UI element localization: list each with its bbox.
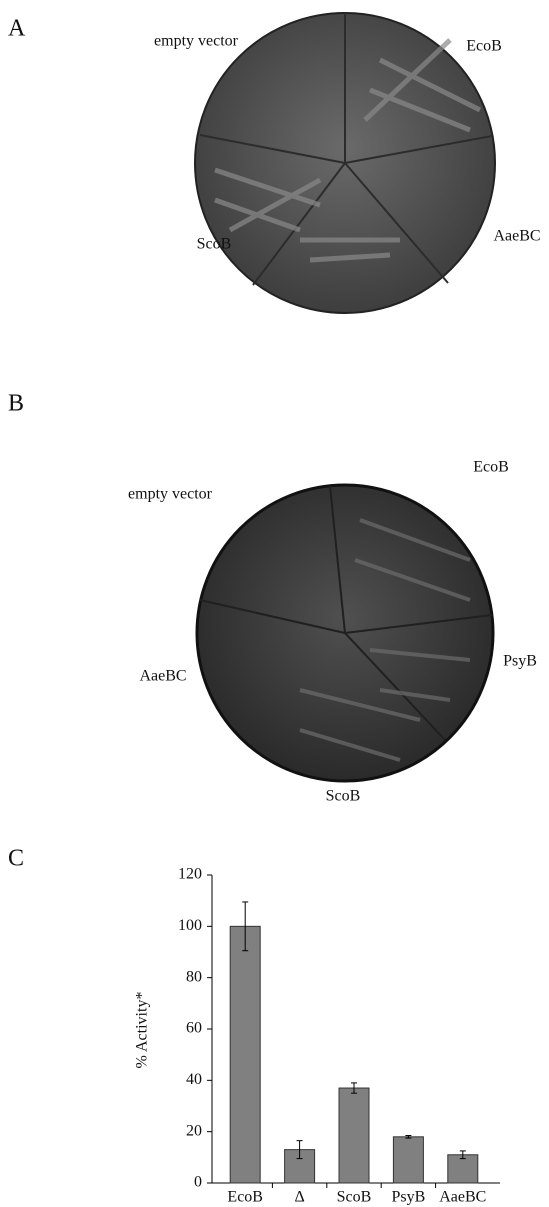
y-tick-label: 20 — [186, 1122, 202, 1139]
x-tick-label: Δ — [294, 1189, 304, 1206]
plate-label: ScoB — [326, 788, 361, 805]
y-tick-label: 60 — [186, 1020, 202, 1037]
panel-label: B — [8, 391, 24, 417]
plate-label: empty vector — [154, 33, 239, 50]
plate-label: AaeBC — [139, 668, 186, 685]
x-tick-label: EcoB — [227, 1189, 263, 1206]
bar — [230, 926, 260, 1183]
panel-label: A — [8, 16, 26, 42]
plate-label: EcoB — [466, 38, 502, 55]
x-tick-label: PsyB — [392, 1189, 426, 1206]
plate-label: AaeBC — [493, 228, 540, 245]
y-axis-label: % Activity* — [134, 992, 151, 1069]
y-tick-label: 100 — [178, 917, 202, 934]
figure: A empty vector EcoB AaeBC ScoB B empty v… — [0, 0, 549, 1207]
y-tick-label: 80 — [186, 968, 202, 985]
y-tick-label: 0 — [194, 1174, 202, 1191]
y-tick-label: 120 — [178, 866, 202, 883]
plate-label: PsyB — [503, 653, 537, 670]
x-tick-label: ScoB — [337, 1189, 372, 1206]
bar — [393, 1137, 423, 1183]
plate-label: ScoB — [197, 236, 232, 253]
plate-label: EcoB — [473, 459, 509, 476]
x-tick-label: AaeBC — [439, 1189, 486, 1206]
plate-b — [197, 485, 493, 781]
y-tick-label: 40 — [186, 1071, 202, 1088]
plate-label: empty vector — [128, 486, 213, 503]
panel-label: C — [8, 846, 24, 872]
bar — [339, 1088, 369, 1183]
plate-a — [195, 13, 495, 313]
